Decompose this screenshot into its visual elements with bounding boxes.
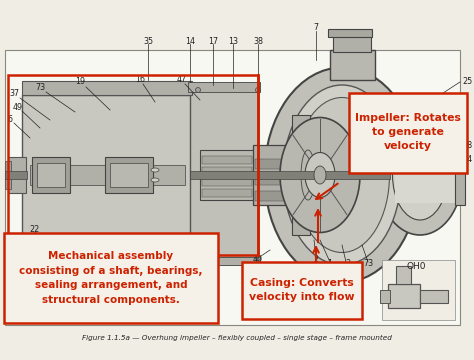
Text: Casing: Converts
velocity into flow: Casing: Converts velocity into flow	[249, 278, 355, 302]
Bar	[30, 165, 185, 185]
Bar	[188, 82, 260, 92]
Ellipse shape	[314, 166, 326, 184]
Bar	[382, 260, 455, 320]
Text: Impeller: Rotates
to generate
velocity: Impeller: Rotates to generate velocity	[355, 113, 461, 152]
Bar	[255, 191, 293, 201]
Bar	[253, 145, 295, 205]
Bar	[388, 284, 420, 308]
Text: 73: 73	[363, 260, 373, 269]
Ellipse shape	[305, 153, 335, 198]
Bar	[188, 257, 260, 265]
Bar	[5, 171, 27, 179]
Bar	[395, 147, 465, 203]
Text: 73: 73	[35, 82, 45, 91]
Text: 2: 2	[313, 256, 319, 265]
Ellipse shape	[392, 130, 447, 220]
Bar	[328, 29, 372, 37]
Bar	[202, 156, 252, 164]
Bar	[32, 157, 70, 193]
FancyBboxPatch shape	[4, 233, 218, 323]
Text: 35: 35	[143, 36, 153, 45]
Ellipse shape	[116, 263, 124, 271]
Ellipse shape	[195, 87, 201, 93]
Ellipse shape	[151, 178, 159, 182]
Bar	[200, 150, 255, 200]
Text: OH0: OH0	[406, 262, 426, 271]
Bar	[105, 157, 153, 193]
Bar	[255, 175, 293, 185]
Text: 13: 13	[228, 36, 238, 45]
Text: 40: 40	[253, 256, 263, 265]
Text: 14: 14	[185, 36, 195, 45]
Ellipse shape	[195, 256, 201, 261]
Bar	[110, 163, 148, 187]
Ellipse shape	[56, 263, 64, 271]
Bar	[190, 171, 390, 179]
Ellipse shape	[377, 115, 463, 235]
Text: 16: 16	[135, 76, 145, 85]
Text: 25: 25	[462, 77, 472, 86]
Ellipse shape	[283, 85, 401, 265]
Text: 22: 22	[30, 225, 40, 234]
Bar	[22, 81, 192, 95]
Bar	[420, 290, 448, 303]
Bar	[190, 90, 258, 260]
Bar	[8, 157, 26, 193]
Bar	[22, 95, 192, 270]
FancyBboxPatch shape	[349, 93, 467, 173]
Bar	[255, 159, 293, 169]
Ellipse shape	[280, 117, 360, 233]
Bar	[396, 266, 411, 284]
Bar	[5, 50, 460, 325]
Text: 6: 6	[8, 116, 12, 125]
Text: 18: 18	[23, 270, 33, 279]
Text: 7: 7	[313, 23, 319, 32]
Ellipse shape	[301, 150, 315, 200]
Bar	[333, 34, 371, 52]
Ellipse shape	[151, 168, 159, 172]
Text: 47: 47	[177, 76, 187, 85]
FancyBboxPatch shape	[242, 262, 362, 319]
Text: 17: 17	[208, 36, 218, 45]
Bar	[8, 75, 258, 255]
Ellipse shape	[255, 256, 261, 261]
Text: Figure 1.1.5a — Overhung impeller – flexibly coupled – single stage – frame moun: Figure 1.1.5a — Overhung impeller – flex…	[82, 335, 392, 341]
Bar	[5, 161, 11, 189]
Bar	[330, 50, 375, 80]
Text: 1: 1	[328, 260, 332, 269]
Ellipse shape	[255, 87, 261, 93]
Text: 38: 38	[253, 36, 263, 45]
Text: 69: 69	[23, 238, 33, 248]
Bar	[110, 268, 165, 300]
Bar	[202, 189, 252, 197]
Text: 37: 37	[9, 89, 19, 98]
Text: 2: 2	[346, 260, 351, 269]
Bar	[105, 297, 170, 305]
Bar	[25, 268, 80, 300]
Bar	[455, 145, 465, 205]
Ellipse shape	[264, 68, 419, 283]
Ellipse shape	[294, 98, 390, 252]
Bar	[292, 115, 310, 235]
Text: 28: 28	[462, 140, 472, 149]
Text: 24: 24	[462, 156, 472, 165]
Bar	[20, 297, 85, 305]
Bar	[202, 178, 252, 186]
Text: 49: 49	[13, 103, 23, 112]
Bar	[37, 163, 65, 187]
Bar	[380, 290, 390, 303]
Bar	[202, 167, 252, 175]
Text: 19: 19	[75, 77, 85, 86]
Text: Mechanical assembly
consisting of a shaft, bearings,
sealing arrangement, and
st: Mechanical assembly consisting of a shaf…	[19, 251, 203, 305]
